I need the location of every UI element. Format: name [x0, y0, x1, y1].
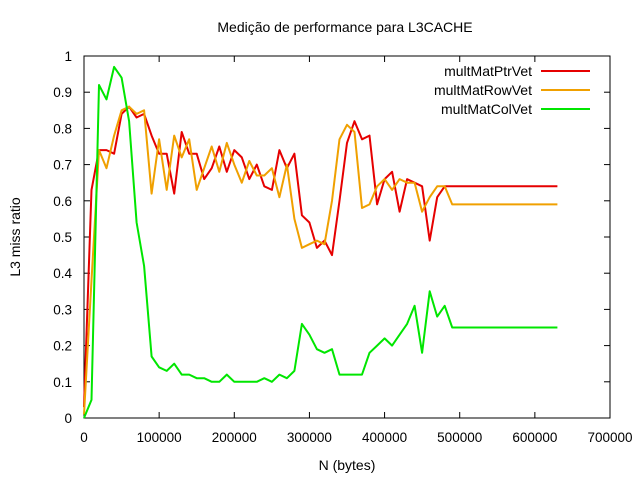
x-tick-label: 700000: [587, 430, 632, 445]
y-axis: 0 0.1 0.2 0.3 0.4 0.5 0.6 0.7 0.8 0.9 1: [53, 49, 610, 426]
y-tick-label: 0: [64, 411, 72, 426]
y-tick-label: 0.2: [53, 339, 72, 354]
legend-label: multMatPtrVet: [444, 63, 532, 79]
chart-title: Medição de performance para L3CACHE: [217, 19, 472, 35]
y-tick-label: 0.3: [53, 302, 72, 317]
x-tick-label: 100000: [137, 430, 182, 445]
y-tick-label: 0.9: [53, 85, 72, 100]
y-tick-label: 0.6: [53, 194, 72, 209]
x-tick-label: 200000: [212, 430, 257, 445]
y-tick-label: 0.8: [53, 121, 72, 136]
y-tick-label: 0.5: [53, 230, 72, 245]
x-tick-label: 400000: [362, 430, 407, 445]
legend-label: multMatRowVet: [434, 82, 532, 98]
y-tick-label: 0.4: [53, 266, 72, 281]
series-line-multMatPtrVet: [83, 105, 558, 408]
series-line-multMatColVet: [83, 65, 558, 419]
series-layer: [83, 65, 558, 419]
x-tick-label: 300000: [287, 430, 332, 445]
x-axis: 0 100000 200000 300000 400000 500000 600000 700…: [80, 56, 633, 445]
y-tick-label: 0.7: [53, 158, 72, 173]
series-line-multMatRowVet: [83, 105, 558, 415]
y-tick-label: 0.1: [53, 375, 72, 390]
y-axis-label: L3 miss ratio: [7, 197, 23, 277]
legend: multMatPtrVet multMatRowVet multMatColVet: [434, 63, 590, 117]
x-axis-label: N (bytes): [319, 457, 376, 473]
x-tick-label: 600000: [512, 430, 557, 445]
legend-label: multMatColVet: [441, 101, 532, 117]
y-tick-label: 1: [64, 49, 72, 64]
x-tick-label: 500000: [437, 430, 482, 445]
x-tick-label: 0: [80, 430, 88, 445]
